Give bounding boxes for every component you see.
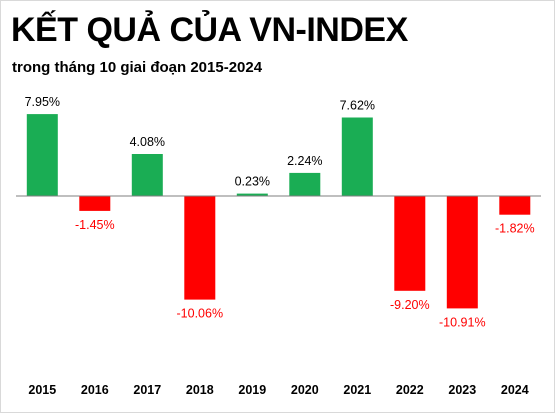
- value-label-2019: 0.23%: [235, 175, 270, 189]
- bars-group: [26, 114, 531, 309]
- chart-title: KẾT QUẢ CỦA VN-INDEX: [11, 11, 408, 49]
- chart-subtitle: trong tháng 10 giai đoạn 2015-2024: [12, 59, 263, 76]
- category-label-2023: 2023: [448, 383, 476, 397]
- category-label-2024: 2024: [501, 383, 529, 397]
- category-label-2022: 2022: [396, 383, 424, 397]
- bar-2015: [26, 114, 58, 196]
- value-label-2021: 7.62%: [340, 99, 375, 113]
- value-label-2016: -1.45%: [75, 218, 115, 232]
- value-label-2017: 4.08%: [130, 135, 165, 149]
- category-label-2018: 2018: [186, 383, 214, 397]
- category-label-2020: 2020: [291, 383, 319, 397]
- bar-2019: [236, 193, 268, 196]
- bar-2022: [394, 196, 426, 291]
- category-label-2021: 2021: [343, 383, 371, 397]
- bar-2024: [499, 196, 531, 215]
- value-label-2022: -9.20%: [390, 298, 430, 312]
- bar-2023: [446, 196, 478, 309]
- bar-2021: [341, 117, 373, 196]
- value-label-2020: 2.24%: [287, 154, 322, 168]
- category-labels-group: 2015 2016 2017 2018 2019 2020 2021 2022 2023 2024: [28, 383, 528, 397]
- category-label-2017: 2017: [133, 383, 161, 397]
- bar-2016: [79, 196, 111, 211]
- category-label-2016: 2016: [81, 383, 109, 397]
- category-label-2015: 2015: [28, 383, 56, 397]
- value-label-2018: -10.06%: [177, 307, 224, 321]
- value-label-2015: 7.95%: [25, 95, 60, 109]
- bar-2018: [184, 196, 216, 300]
- category-label-2019: 2019: [238, 383, 266, 397]
- value-labels-group: 7.95% -1.45% 4.08% -10.06% 0.23% 2.24% 7.62% -9…: [25, 95, 535, 329]
- value-label-2023: -10.91%: [439, 315, 486, 329]
- value-label-2024: -1.82%: [495, 222, 535, 236]
- bar-2020: [289, 172, 321, 196]
- bar-2017: [131, 154, 163, 196]
